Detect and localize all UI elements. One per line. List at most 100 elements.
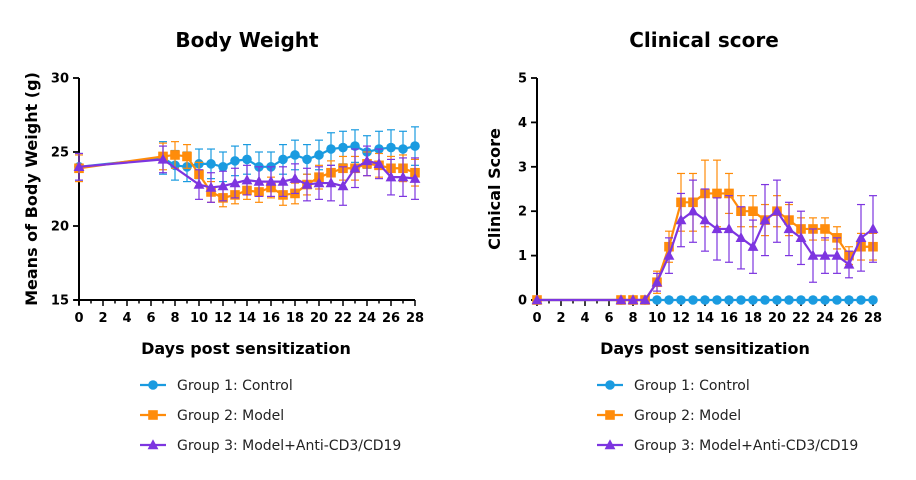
x-tick-label: 14	[238, 311, 256, 326]
data-point	[289, 172, 301, 183]
data-point	[783, 223, 795, 234]
data-point	[627, 294, 639, 305]
data-point	[301, 178, 313, 189]
data-point	[398, 144, 408, 154]
data-point	[736, 295, 746, 305]
data-point	[410, 141, 420, 151]
x-tick-label: 2	[556, 311, 565, 326]
x-tick-label: 26	[382, 311, 400, 326]
data-point	[747, 240, 759, 251]
data-point	[325, 177, 337, 188]
data-point	[337, 180, 349, 191]
y-tick-label: 30	[51, 72, 69, 87]
legend-marker	[147, 439, 159, 450]
data-point	[230, 156, 240, 166]
legend-marker	[605, 410, 615, 420]
x-tick-label: 18	[744, 311, 762, 326]
data-point	[699, 214, 711, 225]
data-point	[73, 161, 85, 171]
data-point	[397, 171, 409, 182]
x-tick-label: 8	[170, 311, 179, 326]
series-3	[73, 145, 421, 206]
data-point	[760, 295, 770, 305]
data-point	[157, 153, 169, 164]
x-tick-label: 4	[122, 311, 131, 326]
y-tick-label: 5	[518, 72, 527, 87]
data-point	[867, 223, 879, 234]
y-tick-label: 15	[51, 294, 69, 309]
legend-marker	[148, 410, 158, 420]
x-tick-label: 8	[628, 311, 637, 326]
data-point	[724, 295, 734, 305]
data-point	[531, 294, 543, 305]
data-point	[688, 295, 698, 305]
data-point	[193, 178, 205, 189]
chart-title: Body Weight	[175, 28, 319, 52]
data-point	[663, 249, 675, 260]
data-point	[277, 175, 289, 186]
legend-label: Group 1: Control	[177, 378, 293, 394]
y-axis-label: Clinical Score	[485, 128, 504, 250]
y-tick-label: 1	[518, 249, 527, 264]
data-point	[856, 295, 866, 305]
data-point	[373, 158, 385, 169]
legend-item-2: Group 2: Model	[140, 408, 284, 424]
x-tick-label: 26	[840, 311, 858, 326]
x-tick-label: 20	[310, 311, 328, 326]
chart-title: Clinical score	[629, 28, 779, 52]
data-point	[771, 205, 783, 216]
y-tick-label: 3	[518, 160, 527, 175]
legend-item-3: Group 3: Model+Anti-CD3/CD19	[597, 438, 858, 454]
legend-label: Group 2: Model	[634, 408, 741, 424]
x-tick-label: 6	[604, 311, 613, 326]
x-tick-label: 20	[768, 311, 786, 326]
x-tick-label: 10	[190, 311, 208, 326]
data-point	[700, 295, 710, 305]
data-point	[242, 154, 252, 165]
legend-item-1: Group 1: Control	[597, 378, 750, 394]
data-point	[326, 144, 336, 154]
x-tick-label: 12	[672, 311, 690, 326]
data-point	[385, 171, 397, 182]
data-point	[868, 295, 878, 305]
legend-label: Group 3: Model+Anti-CD3/CD19	[634, 438, 858, 454]
legend-item-2: Group 2: Model	[597, 408, 741, 424]
data-point	[735, 232, 747, 243]
data-point	[182, 151, 192, 162]
data-point	[843, 258, 855, 269]
data-point	[796, 295, 806, 305]
x-tick-label: 0	[74, 311, 83, 326]
data-point	[170, 150, 180, 160]
data-point	[361, 155, 373, 166]
y-tick-label: 4	[518, 116, 527, 131]
data-point	[844, 295, 854, 305]
x-tick-label: 14	[696, 311, 714, 326]
data-point	[349, 162, 361, 173]
data-point	[278, 154, 288, 165]
x-tick-label: 12	[214, 311, 232, 326]
data-point	[253, 175, 265, 186]
data-point	[748, 206, 758, 216]
x-tick-label: 18	[286, 311, 304, 326]
data-point	[819, 249, 831, 260]
data-point	[664, 295, 674, 305]
data-point	[615, 294, 627, 305]
x-tick-label: 24	[358, 311, 376, 326]
legend-marker	[148, 380, 158, 390]
data-point	[855, 232, 867, 243]
data-point	[217, 180, 229, 191]
data-point	[712, 295, 722, 305]
data-point	[229, 177, 241, 188]
x-tick-label: 2	[98, 311, 107, 326]
x-axis-label: Days post sensitization	[141, 339, 351, 358]
legend-label: Group 1: Control	[634, 378, 750, 394]
data-point	[807, 249, 819, 260]
x-tick-label: 10	[648, 311, 666, 326]
y-tick-label: 2	[518, 205, 527, 220]
data-point	[676, 295, 686, 305]
y-tick-label: 20	[51, 220, 69, 235]
legend-label: Group 2: Model	[177, 408, 284, 424]
